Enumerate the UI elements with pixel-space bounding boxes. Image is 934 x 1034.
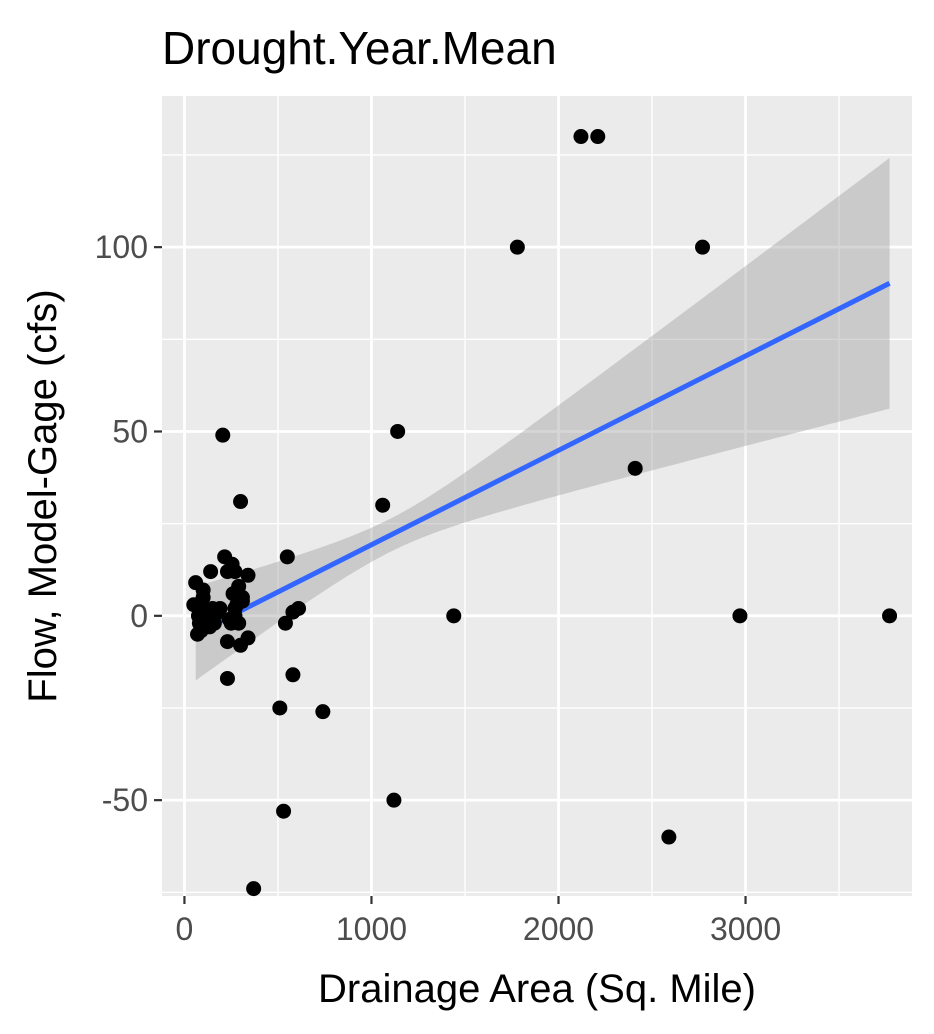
data-point xyxy=(590,129,606,145)
y-axis-title: Flow, Model-Gage (cfs) xyxy=(21,289,65,702)
x-axis-title: Drainage Area (Sq. Mile) xyxy=(318,967,756,1011)
data-point xyxy=(509,239,525,255)
data-point xyxy=(882,608,898,624)
data-point xyxy=(279,549,295,565)
major-gridlines xyxy=(162,96,912,896)
data-point xyxy=(223,615,239,631)
data-point xyxy=(386,792,402,808)
data-point xyxy=(272,700,288,716)
data-point xyxy=(195,582,211,598)
regression-line xyxy=(194,281,891,636)
data-point xyxy=(186,597,202,613)
data-point xyxy=(233,494,249,510)
data-point xyxy=(233,637,249,653)
data-point xyxy=(219,634,235,650)
data-point xyxy=(190,626,206,642)
confidence-band xyxy=(195,157,890,681)
data-point xyxy=(627,460,643,476)
data-point xyxy=(661,829,677,845)
data-point xyxy=(240,567,256,583)
x-tick-label: 0 xyxy=(176,911,194,947)
y-axis-ticks: -50 0 50 100 xyxy=(95,229,162,818)
data-point xyxy=(573,129,589,145)
data-point xyxy=(203,564,219,580)
data-point xyxy=(315,704,331,720)
data-point xyxy=(285,667,301,683)
data-point xyxy=(202,619,218,635)
y-tick-label: 100 xyxy=(95,229,148,265)
data-point xyxy=(375,497,391,513)
data-point xyxy=(229,597,245,613)
y-tick-label: -50 xyxy=(102,782,148,818)
x-tick-label: 3000 xyxy=(710,911,781,947)
data-points xyxy=(186,129,898,897)
data-point xyxy=(246,881,262,897)
data-point xyxy=(285,604,301,620)
data-point xyxy=(446,608,462,624)
y-tick-label: 0 xyxy=(130,598,148,634)
x-axis-ticks: 0 1000 2000 3000 xyxy=(176,896,781,947)
x-tick-label: 2000 xyxy=(523,911,594,947)
data-point xyxy=(219,670,235,686)
chart-title: Drought.Year.Mean xyxy=(162,22,557,74)
data-point xyxy=(207,604,223,620)
data-point xyxy=(215,427,231,443)
x-tick-label: 1000 xyxy=(336,911,407,947)
data-point xyxy=(732,608,748,624)
plot-panel xyxy=(162,96,912,896)
data-point xyxy=(276,803,292,819)
data-point xyxy=(695,239,711,255)
data-point xyxy=(277,615,293,631)
y-tick-label: 50 xyxy=(112,413,148,449)
data-point xyxy=(219,564,235,580)
data-point xyxy=(390,423,406,439)
